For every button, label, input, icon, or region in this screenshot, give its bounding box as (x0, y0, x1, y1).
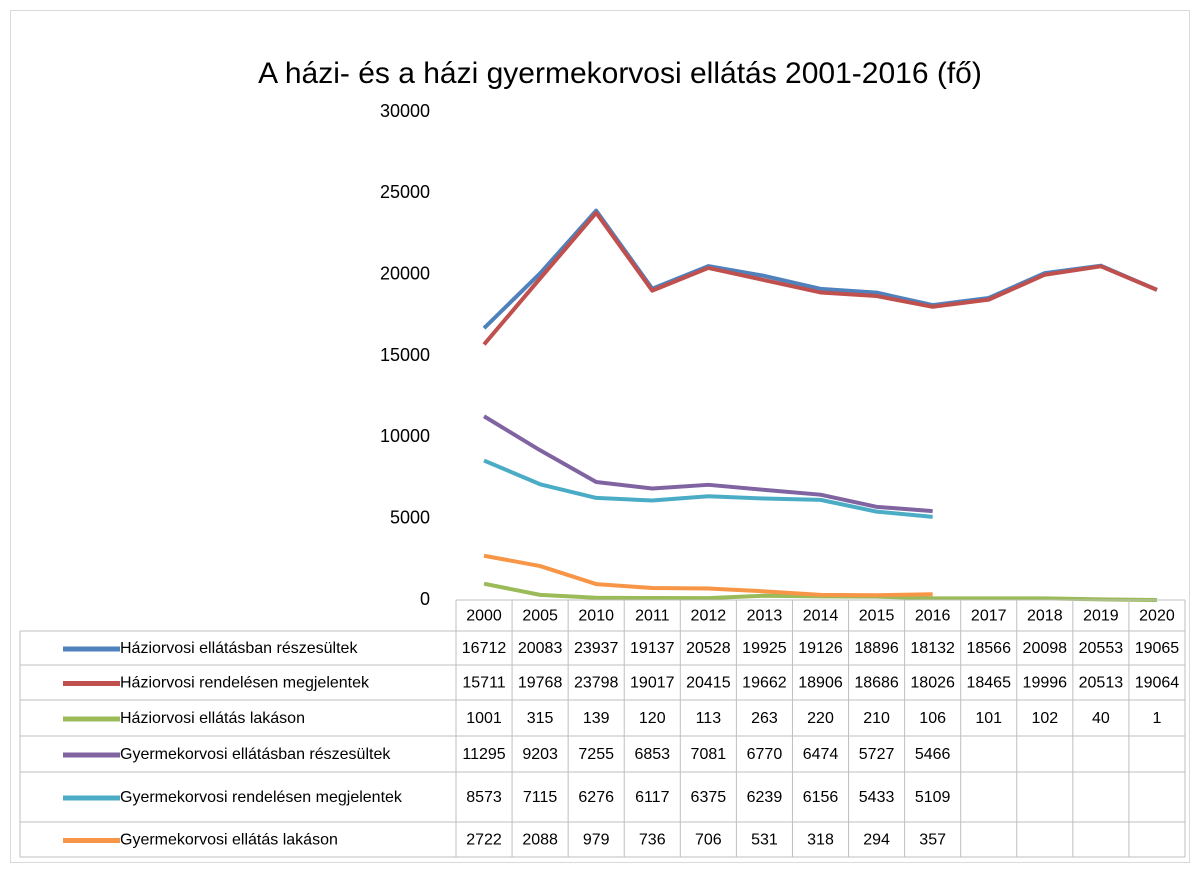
x-tick-label: 2012 (691, 608, 727, 625)
chart-border (10, 10, 1190, 863)
y-tick-label: 10000 (380, 426, 430, 446)
y-tick-label: 30000 (380, 101, 430, 121)
table-cell: 18026 (910, 675, 955, 692)
y-tick-label: 20000 (380, 263, 430, 283)
y-tick-label: 5000 (390, 507, 430, 527)
x-tick-label: 2016 (915, 608, 951, 625)
table-cell: 210 (863, 710, 890, 727)
series-line (482, 210, 1158, 346)
table-cell: 19065 (1135, 640, 1180, 657)
table-cell: 40 (1092, 710, 1110, 727)
table-cell: 18686 (854, 675, 899, 692)
table-cell: 20098 (1023, 640, 1068, 657)
legend-label: Gyermekorvosi ellátásban részesültek (120, 746, 391, 763)
table-cell: 7255 (578, 746, 614, 763)
table-cell: 18566 (966, 640, 1011, 657)
table-cell: 20553 (1079, 640, 1124, 657)
table-cell: 220 (807, 710, 834, 727)
legend-label: Gyermekorvosi ellátás lakáson (120, 832, 338, 849)
table-cell: 5109 (915, 789, 951, 806)
table-cell: 315 (527, 710, 554, 727)
chart-title: A házi- és a házi gyermekorvosi ellátás … (258, 57, 982, 90)
table-cell: 20513 (1079, 675, 1124, 692)
table-cell: 120 (639, 710, 666, 727)
y-tick-label: 15000 (380, 345, 430, 365)
table-cell: 6276 (578, 789, 614, 806)
series-line (483, 553, 933, 598)
table-cell: 5466 (915, 746, 951, 763)
table-cell: 102 (1031, 710, 1058, 727)
table-cell: 9203 (522, 746, 558, 763)
legend-label: Háziorvosi rendelésen megjelentek (120, 675, 370, 692)
table-cell: 736 (639, 832, 666, 849)
table-cell: 15711 (462, 675, 505, 692)
x-tick-label: 2014 (803, 608, 839, 625)
table-cell: 139 (583, 710, 610, 727)
table-cell: 5433 (859, 789, 895, 806)
table-cell: 18132 (910, 640, 955, 657)
table-cell: 318 (807, 832, 834, 849)
table-cell: 23937 (574, 640, 619, 657)
y-tick-label: 25000 (380, 182, 430, 202)
x-tick-label: 2005 (522, 608, 558, 625)
table-cell: 11295 (462, 746, 505, 763)
table-cell: 2722 (466, 832, 502, 849)
legend-label: Háziorvosi ellátásban részesültek (120, 640, 358, 657)
series-line (483, 458, 933, 519)
table-cell: 18465 (966, 675, 1011, 692)
table-cell: 8573 (466, 789, 502, 806)
x-tick-label: 2010 (578, 608, 614, 625)
table-cell: 294 (863, 832, 890, 849)
table-cell: 6239 (747, 789, 783, 806)
table-cell: 6117 (635, 789, 670, 806)
table-cell: 23798 (574, 675, 619, 692)
table-cell: 531 (751, 832, 778, 849)
table-cell: 19662 (742, 675, 787, 692)
table-cell: 6375 (691, 789, 727, 806)
table-cell: 18896 (854, 640, 899, 657)
table-cell: 6853 (634, 746, 670, 763)
table-cell: 7081 (691, 746, 727, 763)
table-cell: 19137 (630, 640, 675, 657)
x-tick-label: 2017 (971, 608, 1007, 625)
table-cell: 2088 (522, 832, 558, 849)
table-cell: 1 (1153, 710, 1162, 727)
x-tick-label: 2018 (1027, 608, 1063, 625)
legend-label: Gyermekorvosi rendelésen megjelentek (120, 789, 403, 806)
x-tick-label: 2019 (1083, 608, 1119, 625)
table-cell: 16712 (462, 640, 507, 657)
table-cell: 1001 (466, 710, 502, 727)
table-cell: 20528 (686, 640, 731, 657)
x-tick-label: 2000 (466, 608, 502, 625)
x-tick-label: 2015 (859, 608, 895, 625)
table-cell: 706 (695, 832, 722, 849)
series-line (483, 414, 933, 514)
table-cell: 106 (919, 710, 946, 727)
legend-label: Háziorvosi ellátás lakáson (120, 710, 305, 727)
x-tick-label: 2020 (1139, 608, 1175, 625)
x-tick-label: 2013 (747, 608, 783, 625)
table-cell: 6770 (747, 746, 783, 763)
x-tick-label: 2011 (635, 608, 670, 625)
table-cell: 113 (696, 710, 722, 727)
table-cell: 979 (583, 832, 610, 849)
table-cell: 19925 (742, 640, 787, 657)
table-cell: 6474 (803, 746, 839, 763)
table-cell: 18906 (798, 675, 843, 692)
table-cell: 20415 (686, 675, 731, 692)
table-cell: 263 (751, 710, 778, 727)
table-cell: 19996 (1023, 675, 1068, 692)
table-cell: 357 (919, 832, 946, 849)
table-cell: 5727 (859, 746, 895, 763)
table-cell: 20083 (518, 640, 563, 657)
table-cell: 19064 (1135, 675, 1180, 692)
table-cell: 6156 (803, 789, 839, 806)
table-cell: 19768 (518, 675, 563, 692)
y-tick-label: 0 (420, 589, 430, 609)
table-cell: 19126 (798, 640, 843, 657)
table-cell: 101 (975, 710, 1002, 727)
table-cell: 7115 (523, 789, 558, 806)
table-cell: 19017 (630, 675, 675, 692)
